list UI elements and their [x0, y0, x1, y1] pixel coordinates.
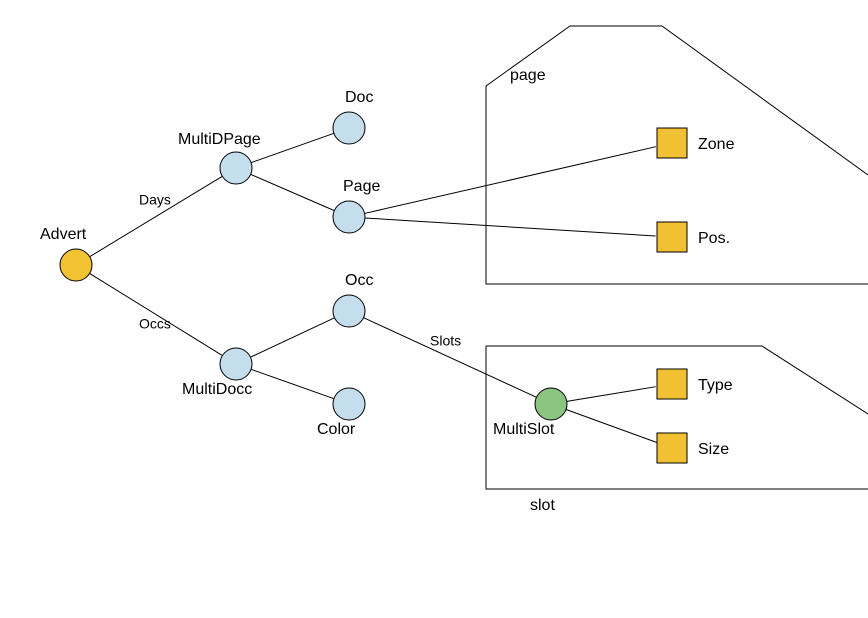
edge-label-advert-multidocc: Occs [139, 316, 171, 332]
node-label-pos_sq: Pos. [698, 230, 730, 247]
node-multidocc [220, 348, 252, 380]
node-label-occs: Occ [345, 272, 373, 289]
node-pos_sq [657, 222, 687, 252]
diagram-svg: page slot Days Occs Slots Advert MultiDPage Mul… [0, 0, 868, 618]
edge-advert-multidocc [90, 273, 223, 355]
edge-multidpage-page [251, 174, 335, 210]
node-label-zone_sq: Zone [698, 136, 735, 153]
edge-label-occs-multislot: Slots [430, 333, 461, 349]
node-type_sq [657, 369, 687, 399]
node-advert [60, 249, 92, 281]
edge-page-pos_sq [365, 218, 656, 236]
node-size_sq [657, 433, 687, 463]
node-label-multislot: MultiSlot [493, 421, 555, 438]
groups-layer [486, 26, 868, 489]
node-label-multidocc: MultiDocc [182, 381, 252, 398]
node-label-color: Color [317, 421, 356, 438]
edge-multidocc-color [251, 369, 334, 398]
nodes-layer [60, 112, 687, 463]
node-multidpage [220, 152, 252, 184]
node-label-page: Page [343, 178, 380, 195]
node-label-multidpage: MultiDPage [178, 131, 261, 148]
edge-multislot-size_sq [566, 409, 656, 442]
edge-advert-multidpage [90, 176, 223, 256]
edge-multidpage-doc [251, 133, 334, 162]
node-occs [333, 295, 365, 327]
node-zone_sq [657, 128, 687, 158]
node-color [333, 388, 365, 420]
slot_box-label: slot [530, 497, 555, 514]
node-multislot [535, 388, 567, 420]
node-label-type_sq: Type [698, 377, 733, 394]
diagram-root: page slot Days Occs Slots Advert MultiDPage Mul… [0, 0, 868, 618]
labels-layer: page slot Days Occs Slots Advert MultiDPage Mul… [40, 67, 735, 514]
node-label-doc: Doc [345, 89, 373, 106]
page_box-label: page [510, 67, 546, 84]
edge-occs-multislot [364, 318, 537, 398]
edge-multislot-type_sq [567, 387, 656, 402]
edge-page-zone_sq [365, 147, 656, 214]
node-doc [333, 112, 365, 144]
node-page [333, 201, 365, 233]
node-label-advert: Advert [40, 226, 87, 243]
edge-multidocc-occs [250, 318, 334, 357]
edge-label-advert-multidpage: Days [139, 192, 171, 208]
node-label-size_sq: Size [698, 441, 729, 458]
